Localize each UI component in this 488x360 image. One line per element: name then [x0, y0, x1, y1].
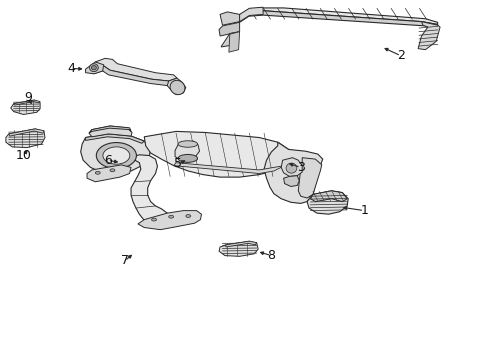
Polygon shape — [264, 142, 322, 203]
Polygon shape — [417, 22, 439, 50]
Text: 5: 5 — [174, 157, 182, 170]
Polygon shape — [121, 155, 168, 227]
Polygon shape — [93, 66, 168, 86]
Polygon shape — [225, 241, 256, 247]
Polygon shape — [310, 191, 346, 202]
Ellipse shape — [168, 215, 173, 218]
Polygon shape — [281, 158, 302, 176]
Polygon shape — [9, 129, 44, 136]
Polygon shape — [298, 158, 321, 198]
Polygon shape — [228, 32, 239, 52]
Ellipse shape — [110, 169, 115, 172]
Text: 1: 1 — [360, 204, 367, 217]
Polygon shape — [283, 176, 299, 186]
Polygon shape — [239, 8, 437, 24]
Text: 3: 3 — [296, 161, 304, 174]
Polygon shape — [221, 32, 239, 47]
Polygon shape — [138, 211, 201, 230]
Polygon shape — [238, 7, 263, 23]
Text: 2: 2 — [396, 49, 404, 62]
Polygon shape — [306, 191, 347, 214]
Polygon shape — [219, 241, 258, 256]
Polygon shape — [14, 100, 40, 105]
Polygon shape — [220, 12, 239, 25]
Polygon shape — [173, 163, 284, 174]
Polygon shape — [85, 134, 144, 143]
Ellipse shape — [178, 141, 197, 147]
Ellipse shape — [96, 143, 136, 168]
Text: 4: 4 — [67, 62, 75, 75]
Polygon shape — [144, 131, 289, 177]
Polygon shape — [219, 22, 239, 36]
Ellipse shape — [151, 218, 156, 221]
Polygon shape — [6, 129, 45, 148]
Ellipse shape — [170, 80, 184, 95]
Polygon shape — [167, 78, 185, 95]
Text: 6: 6 — [103, 154, 111, 167]
Polygon shape — [175, 141, 199, 160]
Text: 8: 8 — [267, 249, 275, 262]
Ellipse shape — [89, 64, 98, 72]
Polygon shape — [89, 126, 132, 137]
Polygon shape — [239, 11, 437, 29]
Text: 10: 10 — [16, 149, 31, 162]
Ellipse shape — [178, 154, 197, 162]
Ellipse shape — [91, 66, 96, 70]
Ellipse shape — [102, 147, 129, 164]
Polygon shape — [87, 165, 131, 182]
Text: 7: 7 — [121, 255, 128, 267]
Text: 9: 9 — [24, 91, 32, 104]
Ellipse shape — [285, 163, 296, 173]
Polygon shape — [11, 100, 40, 114]
Polygon shape — [85, 62, 103, 74]
Ellipse shape — [95, 171, 100, 174]
Polygon shape — [94, 58, 177, 81]
Ellipse shape — [185, 215, 190, 217]
Polygon shape — [81, 134, 150, 174]
Polygon shape — [89, 126, 131, 133]
